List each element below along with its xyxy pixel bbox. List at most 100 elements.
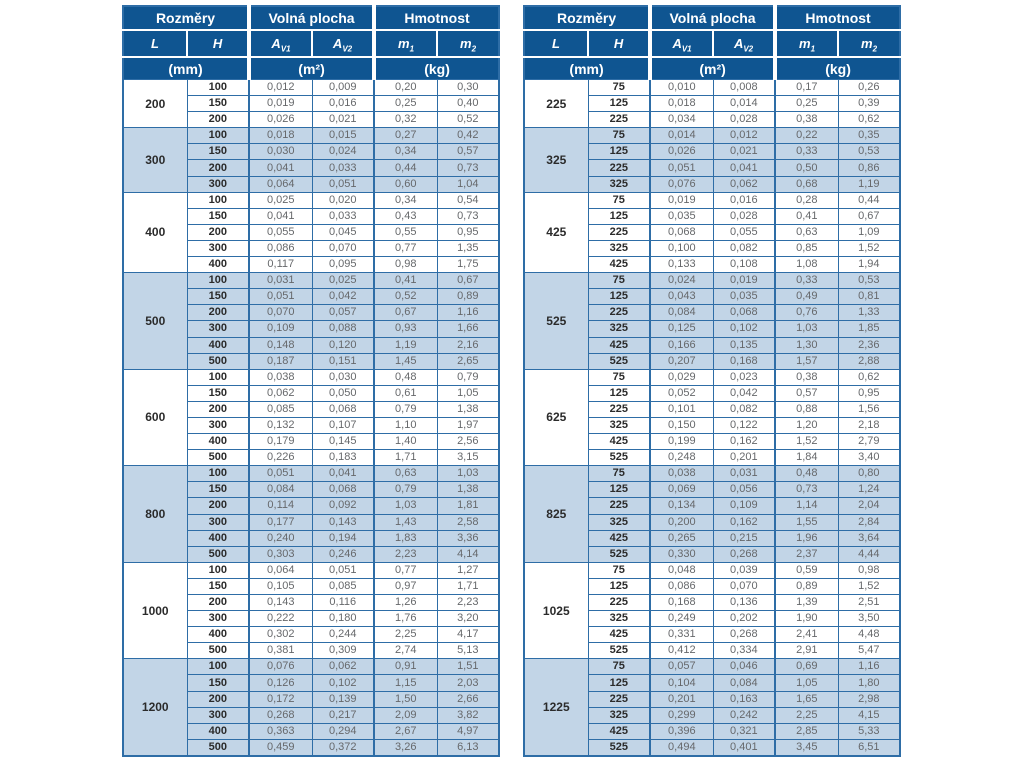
dimension-H-cell: 125 bbox=[587, 207, 651, 225]
weight-m2-cell: 0,73 bbox=[436, 159, 500, 177]
table-row: 200 0,172 0,139 1,50 2,66 bbox=[123, 690, 500, 708]
weight-m2-cell: 2,04 bbox=[837, 497, 901, 515]
weight-m1-cell: 2,23 bbox=[373, 545, 438, 563]
weight-m1-cell: 1,03 bbox=[373, 497, 438, 515]
free-area-av1-cell: 0,248 bbox=[649, 449, 714, 467]
free-area-av2-cell: 0,334 bbox=[712, 642, 776, 660]
weight-m1-cell: 2,85 bbox=[774, 722, 839, 740]
free-area-av1-cell: 0,100 bbox=[649, 239, 714, 258]
free-area-av1-cell: 0,062 bbox=[248, 384, 313, 402]
table-row: 625 75 0,029 0,023 0,38 0,62 bbox=[523, 368, 901, 467]
table-row: 200 0,143 0,116 1,26 2,23 bbox=[123, 593, 500, 612]
weight-m1-cell: 0,52 bbox=[373, 288, 438, 306]
dimension-H-cell: 75 bbox=[587, 191, 651, 209]
free-area-av2-cell: 0,056 bbox=[712, 481, 776, 499]
free-area-av2-cell: 0,162 bbox=[712, 433, 776, 451]
table-row: 325 0,100 0,082 0,85 1,52 bbox=[524, 239, 901, 258]
free-area-av2-cell: 0,109 bbox=[712, 497, 776, 515]
weight-m2-cell: 1,33 bbox=[837, 304, 901, 322]
free-area-av1-cell: 0,076 bbox=[248, 658, 313, 676]
weight-m2-cell: 1,16 bbox=[436, 304, 500, 322]
weight-m1-cell: 0,59 bbox=[774, 561, 839, 579]
table-row: 1000 100 0,064 0,051 0,77 1,27 bbox=[122, 561, 500, 660]
dimension-H-cell: 100 bbox=[186, 272, 250, 290]
free-area-av2-cell: 0,028 bbox=[712, 207, 776, 225]
weight-m1-cell: 1,57 bbox=[774, 352, 839, 370]
free-area-av1-cell: 0,143 bbox=[248, 593, 313, 612]
table-row: 400 0,302 0,244 2,25 4,17 bbox=[123, 626, 500, 644]
weight-m2-cell: 0,67 bbox=[837, 207, 901, 225]
weight-m1-cell: 0,44 bbox=[373, 159, 438, 177]
weight-m1-cell: 0,91 bbox=[373, 658, 438, 676]
table-row: 125 0,026 0,021 0,33 0,53 bbox=[524, 143, 901, 161]
dimension-H-cell: 150 bbox=[186, 95, 250, 113]
weight-m2-cell: 4,48 bbox=[837, 626, 901, 644]
weight-m2-cell: 2,23 bbox=[436, 593, 500, 612]
col-header-m2: m2 bbox=[436, 30, 500, 58]
weight-m2-cell: 1,81 bbox=[436, 497, 500, 515]
dimension-H-cell: 525 bbox=[587, 352, 651, 370]
dimension-H-cell: 225 bbox=[587, 223, 651, 241]
dimension-H-cell: 200 bbox=[186, 497, 250, 515]
dimension-H-cell: 400 bbox=[186, 336, 250, 354]
free-area-av1-cell: 0,187 bbox=[248, 352, 313, 370]
weight-m1-cell: 2,91 bbox=[774, 642, 839, 660]
table-row: 400 0,363 0,294 2,67 4,97 bbox=[123, 722, 500, 740]
weight-m1-cell: 0,48 bbox=[774, 465, 839, 483]
col-header-av2: AV2 bbox=[712, 30, 776, 58]
weight-m2-cell: 0,39 bbox=[837, 95, 901, 113]
table-row: 225 0,101 0,082 0,88 1,56 bbox=[524, 400, 901, 418]
dimension-H-cell: 425 bbox=[587, 256, 651, 274]
weight-m2-cell: 2,84 bbox=[837, 513, 901, 531]
table-row: 1025 75 0,048 0,039 0,59 0,98 bbox=[523, 561, 901, 660]
dimension-H-cell: 100 bbox=[186, 368, 250, 386]
free-area-av1-cell: 0,076 bbox=[649, 175, 714, 193]
free-area-av2-cell: 0,051 bbox=[311, 561, 375, 579]
free-area-av1-cell: 0,014 bbox=[649, 127, 714, 145]
dimension-H-cell: 150 bbox=[186, 207, 250, 225]
weight-m1-cell: 2,41 bbox=[774, 626, 839, 644]
table-row: 200 0,026 0,021 0,32 0,52 bbox=[123, 111, 500, 129]
dimension-H-cell: 425 bbox=[587, 722, 651, 740]
free-area-av2-cell: 0,020 bbox=[311, 191, 375, 209]
free-area-av1-cell: 0,222 bbox=[248, 610, 313, 628]
weight-m1-cell: 1,39 bbox=[774, 593, 839, 612]
free-area-av1-cell: 0,043 bbox=[649, 288, 714, 306]
weight-m1-cell: 0,76 bbox=[774, 304, 839, 322]
weight-m1-cell: 1,45 bbox=[373, 352, 438, 370]
dimension-H-cell: 325 bbox=[587, 239, 651, 258]
table-row: 325 0,249 0,202 1,90 3,50 bbox=[524, 610, 901, 628]
table-row: 800 100 0,051 0,041 0,63 1,03 bbox=[122, 465, 500, 563]
weight-m1-cell: 1,50 bbox=[373, 690, 438, 708]
free-area-av2-cell: 0,033 bbox=[311, 207, 375, 225]
dimension-H-cell: 300 bbox=[186, 239, 250, 258]
free-area-av2-cell: 0,008 bbox=[712, 78, 776, 97]
weight-m2-cell: 2,88 bbox=[837, 352, 901, 370]
weight-m1-cell: 3,45 bbox=[774, 738, 839, 757]
dimension-L-cell: 325 bbox=[523, 127, 589, 193]
dimension-H-cell: 500 bbox=[186, 352, 250, 370]
weight-m2-cell: 1,16 bbox=[837, 658, 901, 676]
col-header-m2: m2 bbox=[837, 30, 901, 58]
weight-m2-cell: 2,56 bbox=[436, 433, 500, 451]
free-area-av2-cell: 0,162 bbox=[712, 513, 776, 531]
weight-m1-cell: 2,37 bbox=[774, 545, 839, 563]
table-row: 200 100 0,012 0,009 0,20 0,30 bbox=[122, 78, 500, 129]
dimension-H-cell: 325 bbox=[587, 610, 651, 628]
table-row: 125 0,086 0,070 0,89 1,52 bbox=[524, 577, 901, 596]
weight-m2-cell: 1,09 bbox=[837, 223, 901, 241]
free-area-av2-cell: 0,045 bbox=[311, 223, 375, 241]
free-area-av1-cell: 0,201 bbox=[649, 690, 714, 708]
weight-m1-cell: 0,48 bbox=[373, 368, 438, 386]
weight-m2-cell: 1,05 bbox=[436, 384, 500, 402]
dimension-H-cell: 125 bbox=[587, 577, 651, 596]
free-area-av2-cell: 0,246 bbox=[311, 545, 375, 563]
weight-m1-cell: 0,85 bbox=[774, 239, 839, 258]
free-area-av1-cell: 0,126 bbox=[248, 674, 313, 692]
weight-m2-cell: 1,24 bbox=[837, 481, 901, 499]
table-row: 150 0,126 0,102 1,15 2,03 bbox=[123, 674, 500, 692]
free-area-av2-cell: 0,244 bbox=[311, 626, 375, 644]
free-area-av1-cell: 0,086 bbox=[248, 239, 313, 258]
free-area-av1-cell: 0,086 bbox=[649, 577, 714, 596]
weight-m1-cell: 0,98 bbox=[373, 256, 438, 274]
